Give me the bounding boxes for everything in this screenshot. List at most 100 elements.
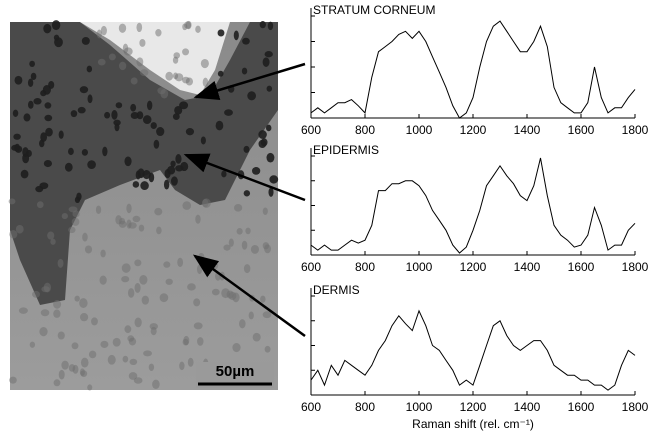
cell — [130, 111, 139, 119]
cell — [80, 357, 89, 368]
cell — [228, 291, 237, 301]
cell — [81, 36, 90, 45]
cell — [35, 185, 44, 193]
cell — [39, 327, 48, 337]
cell — [122, 43, 129, 54]
cell — [58, 369, 65, 380]
cell — [79, 86, 89, 94]
cell — [150, 326, 157, 336]
cell — [182, 201, 192, 210]
cell — [182, 76, 190, 84]
cell — [264, 51, 273, 58]
cell — [127, 335, 135, 342]
cell — [243, 264, 251, 274]
cell — [142, 115, 152, 125]
cell — [248, 311, 254, 320]
cell — [175, 165, 184, 172]
cell — [88, 350, 97, 359]
cell — [148, 363, 155, 371]
cell — [22, 147, 29, 158]
cell — [141, 295, 150, 305]
cell — [118, 23, 127, 33]
cell — [163, 179, 170, 190]
cell — [13, 133, 21, 140]
x-tick-label: 1600 — [568, 400, 595, 414]
cell — [100, 25, 107, 36]
x-tick-label: 600 — [301, 400, 321, 414]
cell — [174, 105, 183, 115]
cell — [163, 261, 171, 268]
arrows — [183, 62, 306, 338]
x-tick-label: 1400 — [514, 260, 541, 274]
cell — [179, 101, 189, 110]
cell — [86, 65, 93, 73]
cell — [167, 165, 176, 175]
cell — [140, 181, 149, 191]
cell — [136, 22, 143, 33]
cell — [182, 338, 189, 346]
cell — [187, 357, 194, 367]
chart-title: EPIDERMIS — [313, 143, 379, 157]
cell — [87, 160, 96, 169]
cell — [95, 205, 102, 214]
cell — [27, 100, 34, 109]
x-tick-label: 1400 — [514, 400, 541, 414]
cell — [115, 215, 122, 225]
cell — [61, 360, 69, 370]
cell — [262, 311, 272, 319]
cell — [242, 37, 250, 45]
cell — [266, 152, 275, 163]
cell — [71, 342, 79, 350]
cell — [259, 21, 266, 29]
cell — [40, 132, 48, 142]
cell — [29, 341, 36, 348]
cell — [68, 147, 74, 156]
cell — [165, 71, 174, 81]
micrograph: 50µm — [8, 20, 279, 391]
cell — [47, 231, 55, 240]
scale-bar-label: 50µm — [216, 363, 255, 380]
cell — [193, 322, 203, 330]
cell — [221, 170, 227, 178]
cell — [152, 379, 160, 389]
cell — [121, 263, 131, 273]
cell — [146, 100, 153, 111]
x-tick-label: 1800 — [622, 123, 649, 137]
cell — [245, 227, 251, 235]
cell — [111, 110, 118, 120]
cell — [247, 91, 257, 101]
cell — [50, 238, 56, 245]
cell — [107, 354, 116, 365]
cell — [195, 25, 201, 33]
cell — [142, 170, 151, 180]
spectrum-line — [310, 157, 636, 254]
cell — [160, 88, 169, 99]
cell — [269, 175, 279, 184]
cell — [43, 159, 52, 168]
cell — [42, 84, 51, 95]
cell — [172, 56, 179, 64]
cell — [27, 78, 34, 87]
x-tick-label: 600 — [301, 123, 321, 137]
cell — [108, 53, 116, 61]
cell — [241, 240, 248, 250]
cell — [133, 377, 143, 384]
cell — [236, 227, 243, 235]
cell — [8, 198, 16, 205]
cell — [233, 30, 239, 41]
cell — [68, 364, 76, 372]
cell — [154, 207, 163, 216]
cell — [197, 337, 204, 346]
cell — [36, 201, 44, 209]
cell — [136, 57, 144, 67]
cell — [211, 288, 220, 296]
cell — [221, 288, 230, 299]
cell — [156, 226, 162, 235]
cell — [217, 29, 225, 37]
cell — [74, 295, 80, 302]
cell — [139, 274, 148, 285]
cell — [122, 355, 129, 363]
x-tick-label: 1600 — [568, 260, 595, 274]
cell — [266, 85, 273, 92]
